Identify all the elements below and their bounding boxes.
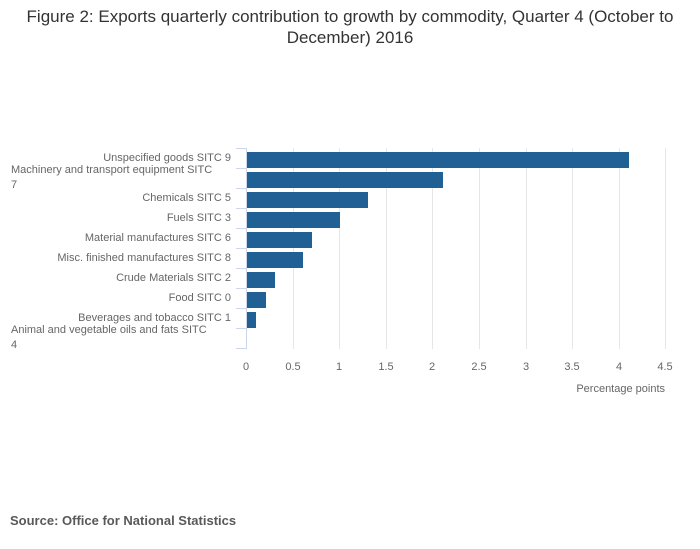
y-axis-tick (236, 148, 246, 149)
y-axis-tick (236, 168, 246, 169)
gridline (293, 148, 294, 349)
y-axis-tick (236, 268, 246, 269)
x-tick-label: 0 (242, 361, 250, 373)
gridline (572, 148, 573, 349)
gridline (432, 148, 433, 349)
x-tick-label: 1 (335, 361, 343, 373)
category-label: Beverages and tobacco SITC 1 (78, 311, 231, 324)
x-tick-label: 0.5 (285, 361, 301, 373)
bar[interactable] (247, 272, 275, 288)
y-axis-tick (236, 348, 246, 349)
category-label: Material manufactures SITC 6 (84, 231, 231, 244)
y-axis-tick (236, 208, 246, 209)
y-axis-tick (236, 308, 246, 309)
category-label: Misc. finished manufactures SITC 8 (57, 251, 231, 264)
category-label: Unspecified goods SITC 9 (103, 151, 231, 164)
bar[interactable] (247, 232, 312, 248)
x-tick-label: 4 (615, 361, 623, 373)
y-axis-tick (236, 288, 246, 289)
plot-area (236, 148, 668, 349)
x-tick-label: 1.5 (378, 361, 394, 373)
x-tick-label: 3 (522, 361, 530, 373)
x-axis-tick-labels: 0 0.5 1 1.5 2 2.5 3 3.5 4 4.5 (0, 360, 700, 374)
y-axis-tick (236, 328, 246, 329)
x-tick-label: 3.5 (564, 361, 580, 373)
bar[interactable] (247, 192, 368, 208)
gridline (619, 148, 620, 349)
bar[interactable] (247, 172, 443, 188)
bar[interactable] (247, 212, 340, 228)
bar[interactable] (247, 292, 266, 308)
x-tick-label: 2.5 (471, 361, 487, 373)
y-axis-tick (236, 188, 246, 189)
bar[interactable] (247, 312, 256, 328)
category-label: Chemicals SITC 5 (142, 191, 231, 204)
category-label: Food SITC 0 (168, 291, 231, 304)
y-axis-line (246, 148, 247, 349)
category-label: Crude Materials SITC 2 (116, 271, 231, 284)
y-axis-category-labels: Unspecified goods SITC 9 Machinery and tr… (0, 148, 231, 352)
gridline (386, 148, 387, 349)
gridline (479, 148, 480, 349)
gridline (526, 148, 527, 349)
category-label: Machinery and transport equipment SITC 7 (11, 164, 213, 191)
x-tick-label: 2 (428, 361, 436, 373)
bar[interactable] (247, 252, 303, 268)
source-note: Source: Office for National Statistics (10, 513, 237, 528)
chart-title: Figure 2: Exports quarterly contribution… (26, 7, 674, 47)
x-axis-title: Percentage points (576, 383, 665, 395)
bar[interactable] (247, 152, 629, 168)
gridline (665, 148, 666, 349)
gridline (339, 148, 340, 349)
category-label: Animal and vegetable oils and fats SITC 4 (11, 324, 207, 351)
y-axis-tick (236, 228, 246, 229)
x-tick-label: 4.5 (657, 361, 673, 373)
category-label: Fuels SITC 3 (166, 211, 231, 224)
y-axis-tick (236, 248, 246, 249)
